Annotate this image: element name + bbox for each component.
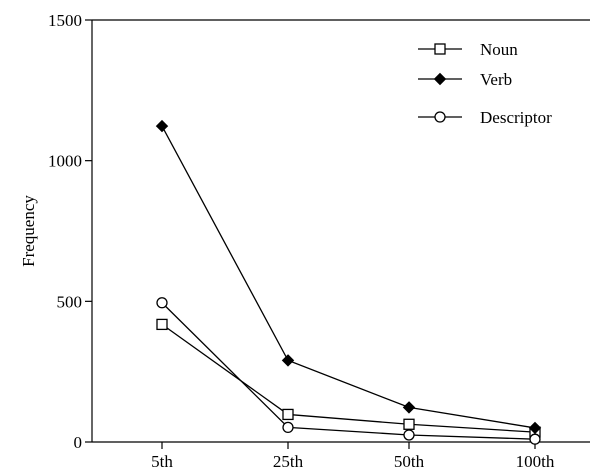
y-axis-title: Frequency — [19, 195, 38, 267]
legend-item-verb: Verb — [418, 70, 512, 89]
legend-label: Descriptor — [480, 108, 552, 127]
data-point-noun — [282, 408, 294, 421]
x-tick-label: 100th — [516, 452, 555, 471]
data-point-descriptor — [403, 429, 415, 441]
legend: Noun Verb Descriptor — [418, 40, 552, 127]
series-group — [155, 119, 542, 445]
data-point-descriptor — [156, 297, 168, 309]
data-point-verb — [402, 401, 416, 414]
data-point-verb — [528, 421, 542, 435]
legend-label: Noun — [480, 40, 518, 59]
data-point-descriptor — [282, 421, 294, 434]
series-line-verb — [161, 125, 536, 429]
axes — [91, 19, 590, 443]
data-point-verb — [155, 119, 169, 133]
legend-item-noun: Noun — [418, 40, 518, 59]
data-point-noun — [403, 418, 415, 430]
x-ticks: 5th 25th 50th 100th — [151, 442, 555, 471]
legend-item-descriptor: Descriptor — [418, 108, 552, 127]
series-descriptor — [156, 297, 541, 445]
legend-marker-descriptor — [434, 111, 446, 123]
legend-label: Verb — [480, 70, 512, 89]
series-verb — [155, 119, 542, 435]
y-tick-label: 1500 — [48, 11, 82, 30]
series-line-noun — [161, 323, 536, 433]
y-tick-label: 500 — [57, 292, 83, 311]
x-tick-label: 50th — [394, 452, 425, 471]
legend-marker-noun — [434, 43, 446, 55]
data-point-noun — [156, 318, 168, 331]
data-point-descriptor — [529, 433, 541, 445]
series-line-descriptor — [161, 302, 536, 440]
y-ticks: 0 500 1000 1500 — [48, 11, 92, 452]
legend-marker-verb — [433, 72, 447, 86]
series-noun — [156, 318, 541, 438]
y-tick-label: 1000 — [48, 152, 82, 171]
y-tick-label: 0 — [74, 433, 83, 452]
x-tick-label: 5th — [151, 452, 173, 471]
x-tick-label: 25th — [273, 452, 304, 471]
data-point-verb — [281, 354, 295, 367]
